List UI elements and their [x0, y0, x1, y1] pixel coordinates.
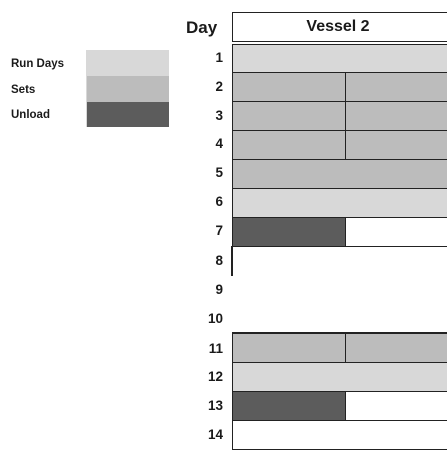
day-number-7: 7 [215, 223, 223, 238]
cell-day12-run [232, 362, 447, 392]
vessel-title: Vessel 2 [306, 18, 370, 35]
cell-day2-sets-b [345, 72, 447, 102]
vessel-header-box [232, 12, 447, 42]
cell-day13-unload [232, 391, 346, 421]
day-number-14: 14 [207, 427, 223, 442]
cell-day4-sets-a [232, 130, 346, 160]
cell-day11-sets-b [345, 333, 447, 363]
day-number-3: 3 [215, 108, 223, 123]
day-number-8: 8 [215, 253, 223, 268]
day-number-12: 12 [207, 369, 223, 384]
day-number-11: 11 [208, 341, 223, 356]
cell-day4-sets-b [345, 130, 447, 160]
cell-day11-sets-a [232, 333, 346, 363]
cell-day14-empty [232, 420, 447, 450]
cell-day1-run [232, 44, 447, 73]
day-number-2: 2 [215, 79, 223, 94]
legend-swatch-sets [86, 76, 169, 102]
legend-label-sets: Sets [11, 84, 36, 96]
cell-day7-empty [345, 217, 447, 247]
day-number-5: 5 [215, 165, 223, 180]
day-number-4: 4 [215, 136, 223, 151]
day-number-9: 9 [215, 282, 223, 297]
day-number-10: 10 [207, 311, 223, 326]
day-number-1: 1 [215, 50, 223, 65]
cell-day7-unload [232, 217, 346, 247]
cell-day5-sets [232, 159, 447, 189]
day-number-13: 13 [207, 398, 223, 413]
cell-day6-run [232, 188, 447, 218]
cell-day2-sets-a [232, 72, 346, 102]
legend-swatch-run-days [86, 50, 169, 76]
day-number-6: 6 [215, 194, 223, 209]
legend-label-unload: Unload [11, 109, 50, 121]
cell-day3-sets-b [345, 101, 447, 131]
cell-day13-empty [345, 391, 447, 421]
legend-swatch-unload [86, 102, 169, 127]
day-column-header: Day [186, 18, 218, 37]
legend-label-run-days: Run Days [11, 58, 65, 70]
idle-axis-line [231, 246, 233, 276]
cell-day3-sets-a [232, 101, 346, 131]
